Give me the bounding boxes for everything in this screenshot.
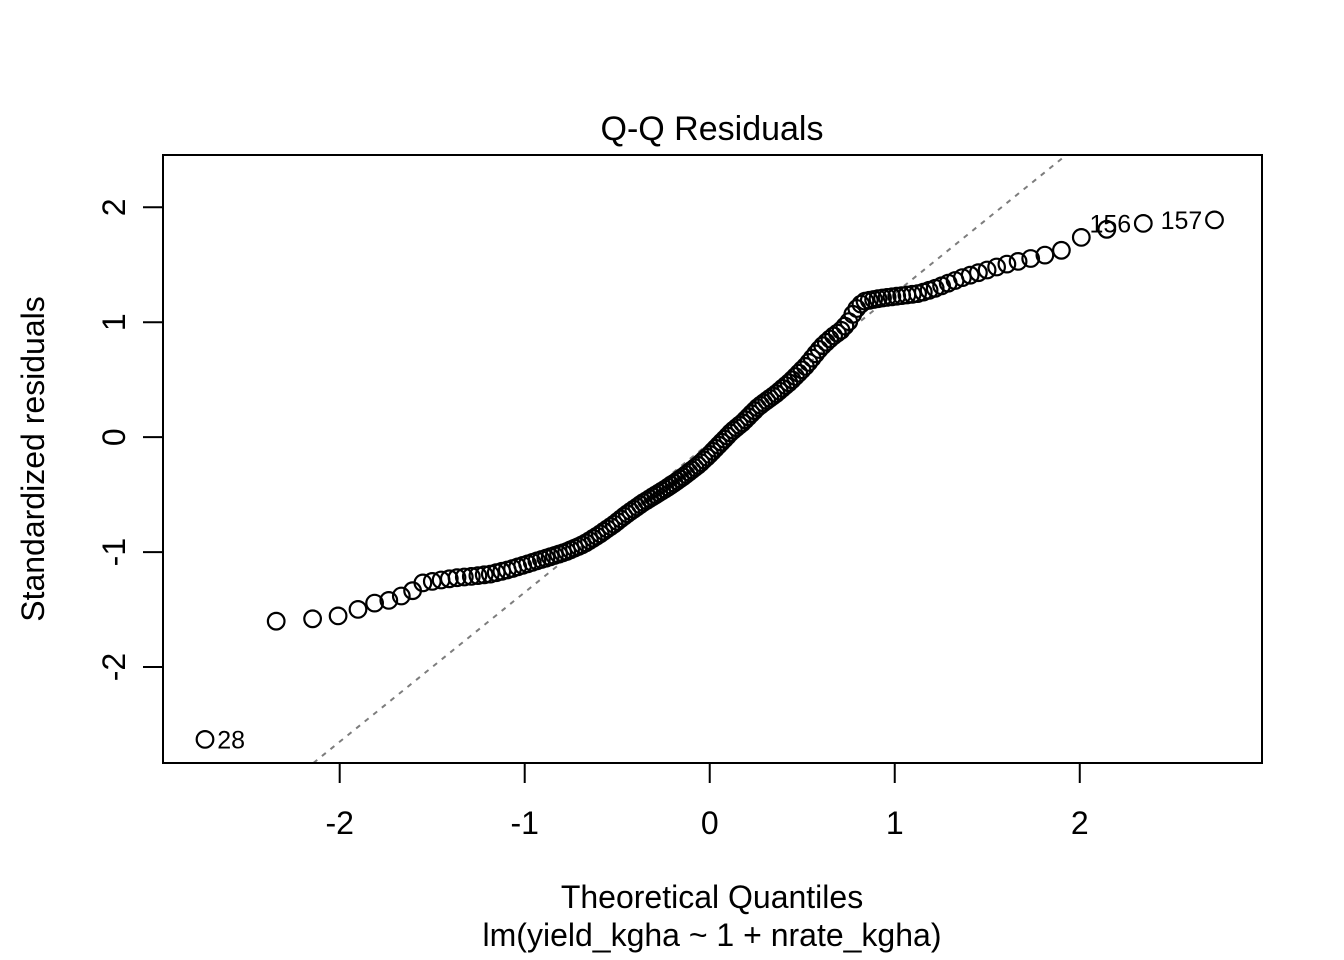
data-point	[391, 586, 411, 606]
data-point	[782, 370, 802, 390]
data-point	[1071, 227, 1091, 247]
y-tick-label: -2	[96, 653, 132, 681]
x-tick-label: 1	[886, 805, 904, 841]
outlier-label: 28	[217, 726, 245, 754]
data-point	[1051, 240, 1071, 260]
x-axis-ticks: -2 -1 0 1 2	[325, 763, 1089, 841]
reference-line-group	[312, 154, 1067, 764]
plot-box	[162, 154, 1263, 764]
data-point	[461, 567, 481, 586]
data-point	[997, 254, 1017, 274]
data-point	[969, 263, 988, 283]
y-tick-label: -1	[96, 538, 132, 566]
y-tick-label: 1	[96, 313, 132, 331]
point-labels: 28 156 157	[217, 207, 1202, 755]
x-tick-label: -1	[510, 805, 538, 841]
data-point	[1133, 213, 1153, 233]
x-axis-sublabel: lm(yield_kgha ~ 1 + nrate_kgha)	[483, 917, 942, 953]
data-point	[1097, 219, 1117, 239]
data-point	[447, 568, 467, 588]
data-point	[779, 373, 799, 393]
data-point	[365, 593, 385, 613]
y-tick-label: 2	[96, 198, 132, 216]
data-point	[851, 294, 871, 314]
data-point	[474, 565, 494, 585]
data-point	[379, 591, 399, 610]
data-point	[195, 730, 215, 749]
data-point	[1008, 251, 1028, 271]
data-point	[977, 260, 997, 280]
y-axis-ticks: -2 -1 0 1 2	[96, 198, 163, 681]
x-axis-label: Theoretical Quantiles	[561, 879, 863, 915]
data-point	[348, 600, 368, 619]
data-point	[1205, 210, 1224, 230]
data-point	[266, 611, 286, 631]
data-point	[303, 609, 323, 629]
data-point	[987, 257, 1006, 277]
x-tick-label: -2	[325, 805, 353, 841]
data-point	[1021, 249, 1041, 268]
data-point	[454, 567, 474, 587]
outlier-label: 156	[1089, 210, 1131, 238]
data-point	[328, 606, 348, 626]
data-points	[195, 210, 1224, 749]
data-point	[413, 573, 433, 593]
x-tick-label: 2	[1071, 805, 1089, 841]
data-point	[439, 569, 459, 589]
outlier-label: 157	[1161, 207, 1203, 235]
data-point	[1035, 245, 1055, 265]
qq-reference-line	[312, 154, 1067, 764]
y-tick-label: 0	[96, 428, 132, 446]
chart-title: Q-Q Residuals	[601, 110, 824, 148]
data-point	[789, 363, 809, 383]
data-point	[786, 367, 805, 386]
x-tick-label: 0	[701, 805, 719, 841]
y-axis-label: Standardized residuals	[15, 296, 51, 622]
data-point	[468, 566, 488, 585]
data-point	[960, 265, 980, 285]
